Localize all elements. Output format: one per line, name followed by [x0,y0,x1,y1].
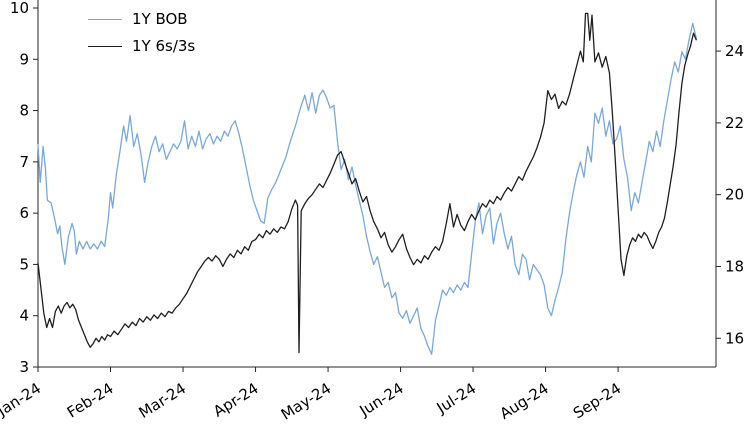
y-axis-right-tick-label: 16 [725,329,744,347]
x-axis-tick-label: Jun-24 [356,379,407,420]
legend-line-swatch-blue [88,19,122,20]
x-axis-tick-label: May-24 [278,379,334,424]
series-line-1y-6s-3s [37,12,698,354]
x-axis-tick-label: Apr-24 [210,379,262,420]
x-axis-tick-label: Jul-24 [433,379,480,417]
y-axis-right-tick-label: 20 [725,186,744,204]
y-axis-left-tick-label: 10 [10,0,29,17]
x-axis-tick-label: Sep-24 [570,379,624,422]
y-axis-left-tick-label: 7 [19,153,29,171]
y-axis-right-tick-label: 24 [725,42,744,60]
y-axis-right-tick-label: 22 [725,114,744,132]
legend-item-1y-bob: 1Y BOB [88,12,195,27]
y-axis-left-tick-label: 9 [19,50,29,68]
legend-item-1y-6s3s: 1Y 6s/3s [88,39,195,54]
x-axis-tick-label: Jan-24 [0,379,44,420]
x-axis-tick-label: Mar-24 [136,379,190,422]
legend-line-swatch-black [88,46,122,47]
y-axis-left-tick-label: 4 [19,307,29,325]
y-axis-right-tick-label: 18 [725,257,744,275]
x-axis-tick-label: Aug-24 [497,379,552,423]
y-axis-left-tick-label: 3 [19,358,29,376]
legend-label-1y-6s3s: 1Y 6s/3s [132,37,196,55]
chart-legend: 1Y BOB 1Y 6s/3s [88,12,195,54]
legend-label-1y-bob: 1Y BOB [132,10,188,28]
series-line-1y-bob [37,22,698,355]
y-axis-left-tick-label: 6 [19,204,29,222]
y-axis-left-tick-label: 5 [19,255,29,273]
y-axis-left-tick-label: 8 [19,102,29,120]
x-axis-tick-label: Feb-24 [64,379,117,421]
